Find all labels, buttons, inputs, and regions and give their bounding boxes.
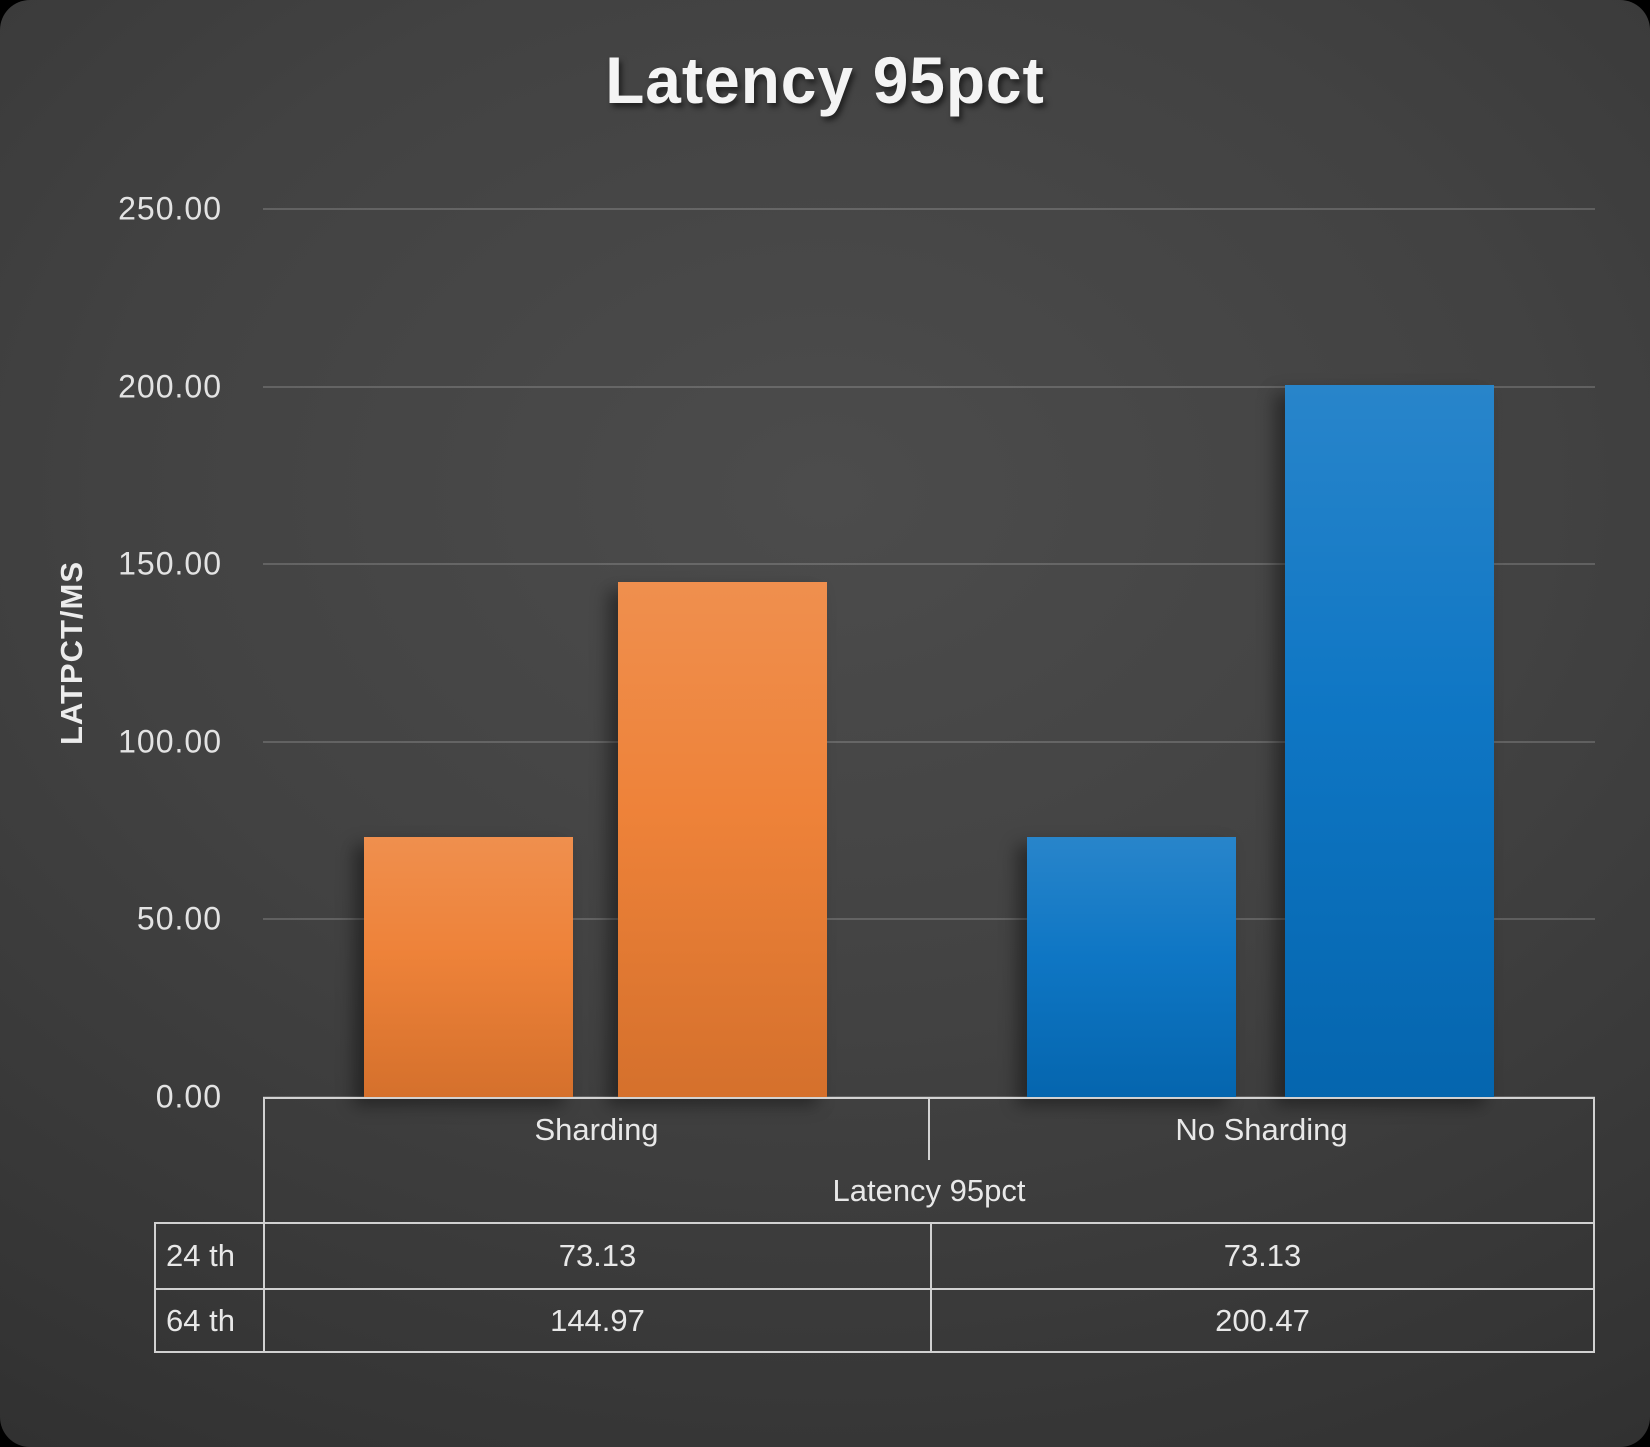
table-row-label-24th: 24 th	[154, 1222, 263, 1288]
table-header-no-sharding: No Sharding	[930, 1097, 1595, 1160]
y-tick-150: 150.00	[118, 545, 222, 582]
table-value-sharding-64th: 144.97	[263, 1288, 930, 1353]
table-group-label: Latency 95pct	[263, 1160, 1595, 1222]
plot-area	[263, 208, 1595, 1098]
table-header-sharding: Sharding	[263, 1097, 930, 1160]
table-value-sharding-24th: 73.13	[263, 1222, 930, 1288]
y-axis-tick-labels: 250.00 200.00 150.00 100.00 50.00 0.00	[0, 191, 222, 1115]
y-tick-100: 100.00	[118, 723, 222, 760]
bar-no-sharding-24th	[1027, 837, 1236, 1097]
table-stub-spacer	[154, 1160, 263, 1222]
y-tick-250: 250.00	[118, 190, 222, 227]
bar-sharding-24th	[364, 837, 573, 1097]
gridline-50	[263, 918, 1595, 921]
gridline-100	[263, 740, 1595, 743]
data-table: Sharding No Sharding Latency 95pct 24 th…	[154, 1097, 1595, 1353]
gridline-150	[263, 563, 1595, 566]
y-tick-0: 0.00	[155, 1078, 222, 1115]
chart-title: Latency 95pct	[605, 43, 1045, 117]
table-value-no-sharding-24th: 73.13	[930, 1222, 1595, 1288]
bar-sharding-64th	[618, 582, 827, 1097]
table-value-no-sharding-64th: 200.47	[930, 1288, 1595, 1353]
gridline-200	[263, 385, 1595, 388]
gridline-250	[263, 208, 1595, 210]
y-tick-50: 50.00	[136, 900, 222, 937]
table-stub-spacer	[154, 1097, 263, 1160]
bar-no-sharding-64th	[1285, 384, 1494, 1097]
table-row-label-64th: 64 th	[154, 1288, 263, 1353]
y-tick-200: 200.00	[118, 368, 222, 405]
